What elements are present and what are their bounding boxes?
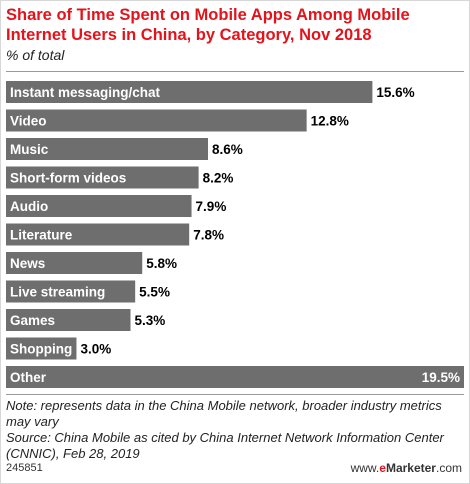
- value-label: 5.5%: [139, 285, 170, 300]
- category-label: Games: [10, 313, 55, 328]
- category-label: Other: [10, 370, 47, 385]
- footnote-block: Note: represents data in the China Mobil…: [6, 398, 461, 462]
- category-label: Live streaming: [10, 285, 105, 300]
- category-label: Video: [10, 114, 47, 129]
- value-label: 7.9%: [196, 199, 227, 214]
- value-label: 15.6%: [376, 85, 414, 100]
- bar-instant-messaging-chat: [6, 81, 373, 103]
- brand-prefix: www.: [350, 461, 380, 475]
- bar-music: [6, 138, 208, 160]
- chart-subtitle: % of total: [6, 47, 65, 63]
- value-label: 8.2%: [203, 171, 234, 186]
- category-label: Instant messaging/chat: [10, 85, 161, 100]
- bar-other: [6, 366, 464, 388]
- footnote-source: Source: China Mobile as cited by China I…: [6, 430, 444, 461]
- value-label: 5.3%: [134, 313, 165, 328]
- bar-chart: Instant messaging/chat 15.6% Video 12.8% Mus…: [6, 81, 464, 388]
- category-label: Audio: [10, 199, 48, 214]
- brand-logo: www.eMarketer.com: [351, 461, 462, 475]
- bar-literature: [6, 223, 190, 246]
- category-label: Music: [10, 142, 49, 157]
- bar-short-form-videos: [6, 166, 199, 189]
- category-label: News: [10, 256, 45, 271]
- chart-id: 245851: [6, 462, 43, 474]
- value-label: 3.0%: [80, 342, 111, 357]
- brand-suffix: .com: [435, 461, 462, 475]
- bar-audio: [6, 195, 192, 217]
- brand-e: e: [379, 461, 386, 475]
- value-label: 19.5%: [422, 370, 460, 385]
- bar-video: [6, 109, 307, 132]
- bottom-divider: [6, 394, 464, 395]
- category-label: Literature: [10, 228, 73, 243]
- bar-live-streaming: [6, 280, 136, 303]
- bar-games: [6, 309, 131, 331]
- bar-shopping: [6, 337, 77, 360]
- footnote-note: Note: represents data in the China Mobil…: [6, 398, 442, 429]
- chart-title: Share of Time Spent on Mobile Apps Among…: [6, 6, 410, 44]
- category-label: Shopping: [10, 342, 72, 357]
- bar-news: [6, 252, 143, 274]
- brand-name: Marketer: [385, 461, 436, 475]
- value-label: 8.6%: [212, 142, 243, 157]
- value-label: 7.8%: [193, 228, 224, 243]
- top-divider: [6, 71, 464, 72]
- category-label: Short-form videos: [10, 171, 126, 186]
- value-label: 12.8%: [311, 114, 349, 129]
- value-label: 5.8%: [146, 256, 177, 271]
